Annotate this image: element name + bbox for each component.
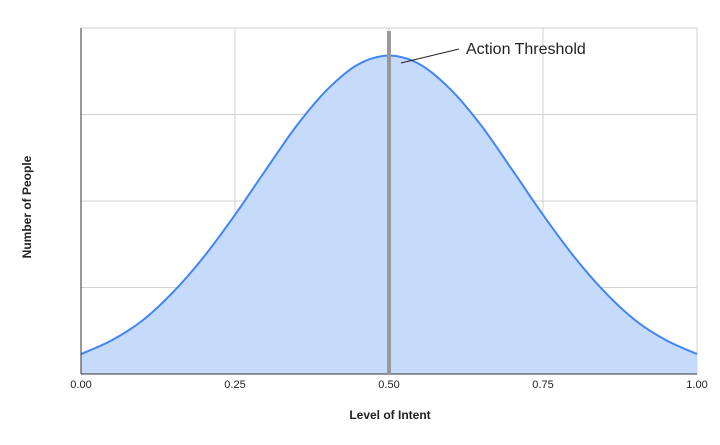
- x-tick-label: 0.25: [224, 379, 245, 391]
- x-tick-label: 0.50: [378, 379, 399, 391]
- x-tick-label: 0.75: [532, 379, 553, 391]
- threshold-label: Action Threshold: [466, 41, 586, 58]
- x-axis-label: Level of Intent: [349, 408, 430, 422]
- x-tick-label: 1.00: [686, 379, 707, 391]
- x-tick-label: 0.00: [70, 379, 91, 391]
- y-axis-label: Number of People: [20, 155, 34, 258]
- annotation-leader: [400, 48, 460, 64]
